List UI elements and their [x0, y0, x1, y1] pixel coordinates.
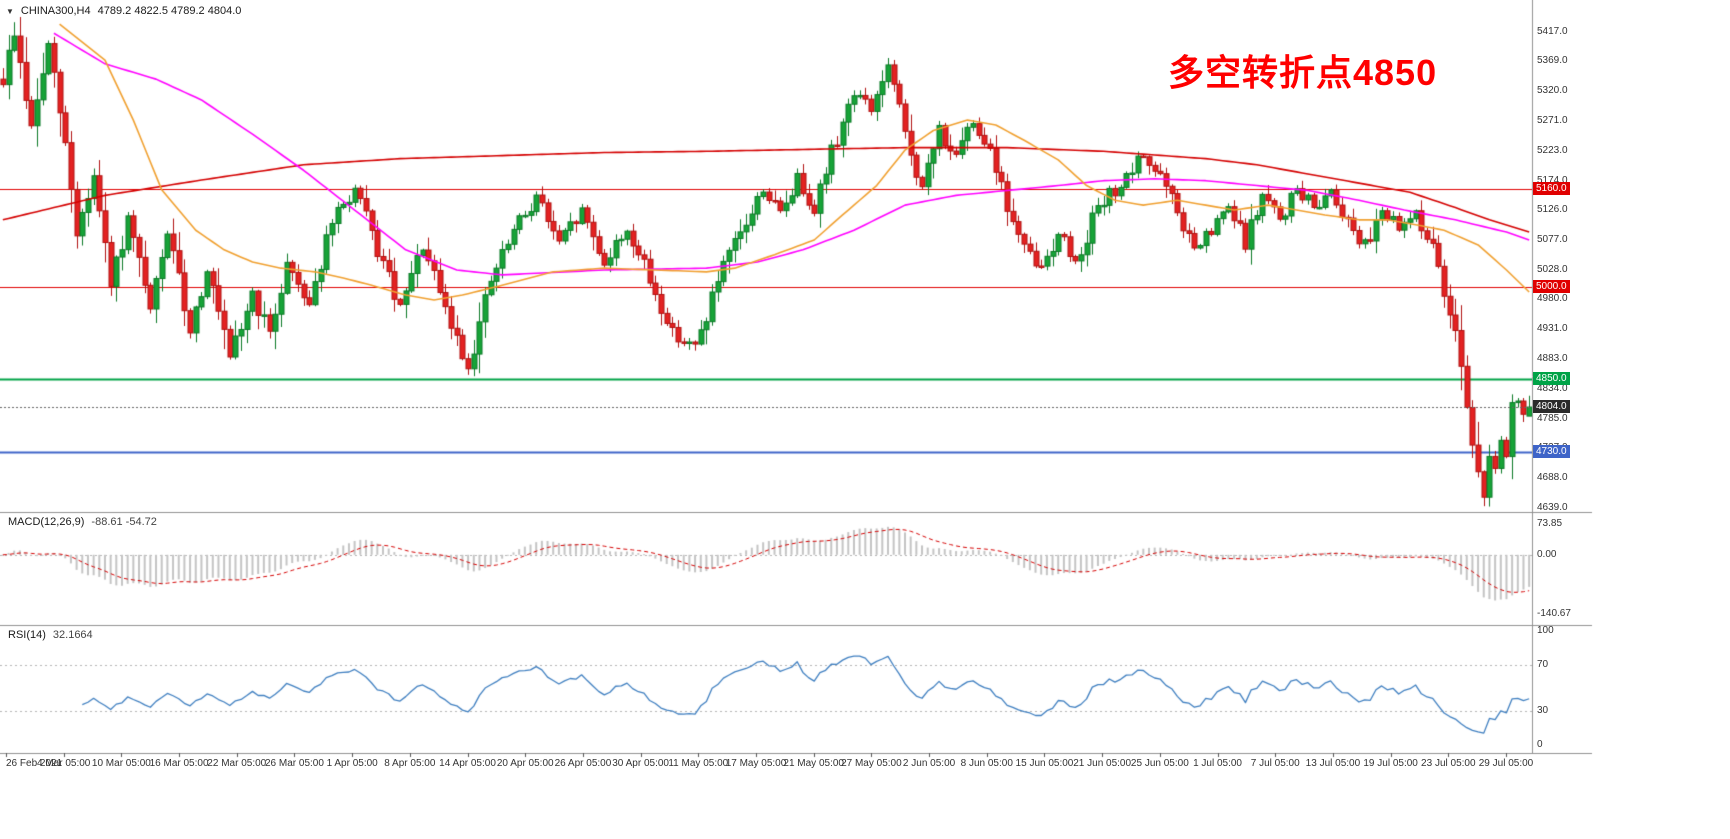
rsi-value: 32.1664	[52, 629, 93, 641]
price-tick-label: 4639.0	[1537, 502, 1568, 513]
price-tick-label: 4980.0	[1537, 293, 1568, 305]
time-tick-label: 2 Jun 05:00	[902, 758, 956, 769]
time-tick-label: 13 Jul 05:00	[1305, 758, 1361, 769]
rsi-tick-label: 100	[1537, 625, 1554, 636]
price-tick-label: 5320.0	[1537, 85, 1568, 97]
price-tick-label: 5223.0	[1537, 144, 1568, 156]
ohlc-readout: 4789.2 4822.5 4789.2 4804.0	[97, 5, 242, 17]
rsi-indicator-label: RSI(14) 32.1664	[8, 629, 93, 641]
price-tick-label: 4883.0	[1537, 352, 1568, 364]
time-tick-label: 30 Apr 05:00	[612, 758, 669, 769]
price-tick-label: 5369.0	[1537, 55, 1568, 67]
time-tick-label: 26 Apr 05:00	[554, 758, 612, 769]
rsi-tick-label: 70	[1537, 659, 1549, 671]
price-tag-4804.0: 4804.0	[1533, 400, 1570, 414]
macd-tick-label: 73.85	[1537, 517, 1563, 529]
time-tick-label: 23 Jul 05:00	[1421, 758, 1476, 769]
macd-values: -88.61 -54.72	[91, 516, 157, 528]
rsi-name: RSI(14)	[8, 629, 46, 641]
time-tick-label: 8 Apr 05:00	[384, 758, 436, 769]
time-tick-label: 1 Jul 05:00	[1193, 758, 1242, 769]
time-tick-label: 10 Mar 05:00	[91, 758, 151, 769]
price-tick-label: 5271.0	[1537, 115, 1568, 127]
macd-tick-label: 0.00	[1537, 548, 1557, 560]
macd-tick-label: -140.67	[1537, 607, 1571, 619]
price-tick-label: 5028.0	[1537, 264, 1568, 275]
time-tick-label: 21 May 05:00	[783, 758, 844, 769]
time-tick-label: 29 Jul 05:00	[1478, 758, 1534, 769]
price-tick-label: 5174.0	[1537, 174, 1568, 186]
time-tick-label: 19 Jul 05:00	[1363, 758, 1418, 769]
time-tick-label: 14 Apr 05:00	[439, 758, 496, 769]
price-tick-label: 4688.0	[1537, 472, 1568, 484]
time-tick-label: 16 Mar 05:00	[149, 758, 209, 769]
time-tick-label: 27 May 05:00	[841, 758, 902, 769]
price-tag-5160.0: 5160.0	[1533, 182, 1570, 196]
time-tick-label: 17 May 05:00	[725, 758, 787, 769]
symbol-timeframe: CHINA300,H4	[20, 5, 91, 17]
collapse-icon[interactable]: ▼	[6, 6, 14, 16]
time-tick-label: 4 Mar 05:00	[37, 758, 91, 769]
price-tick-label: 4834.0	[1537, 382, 1568, 394]
macd-name: MACD(12,26,9)	[8, 516, 85, 528]
time-tick-label: 26 Mar 05:00	[264, 758, 324, 769]
time-tick-label: 20 Apr 05:00	[496, 758, 554, 769]
price-tick-label: 4931.0	[1537, 323, 1568, 335]
time-tick-label: 15 Jun 05:00	[1015, 758, 1074, 769]
price-tick-label: 4785.0	[1537, 412, 1568, 424]
price-tick-label: 5077.0	[1537, 234, 1568, 246]
macd-indicator-label: MACD(12,26,9) -88.61 -54.72	[8, 516, 157, 528]
time-tick-label: 7 Jul 05:00	[1250, 758, 1300, 769]
time-tick-label: 8 Jun 05:00	[960, 758, 1013, 769]
price-tag-4850.0: 4850.0	[1533, 371, 1570, 385]
price-tag-4730.0: 4730.0	[1533, 445, 1570, 459]
time-tick-label: 1 Apr 05:00	[326, 758, 378, 769]
price-tag-5000.0: 5000.0	[1533, 280, 1570, 294]
time-tick-label: 21 Jun 05:00	[1073, 758, 1132, 769]
chart-header: ▼ CHINA300,H4 4789.2 4822.5 4789.2 4804.…	[6, 5, 241, 17]
time-tick-label: 11 May 05:00	[668, 758, 729, 769]
price-tick-label: 5126.0	[1537, 204, 1568, 216]
time-tick-label: 22 Mar 05:00	[207, 758, 267, 769]
price-tick-label: 5417.0	[1537, 26, 1568, 37]
time-tick-label: 25 Jun 05:00	[1130, 758, 1189, 769]
rsi-tick-label: 30	[1537, 704, 1549, 716]
rsi-tick-label: 0	[1537, 739, 1543, 750]
annotation-text[interactable]: 多空转折点4850	[1168, 52, 1438, 93]
time-tick-label: 26 Feb 2021	[6, 758, 63, 769]
